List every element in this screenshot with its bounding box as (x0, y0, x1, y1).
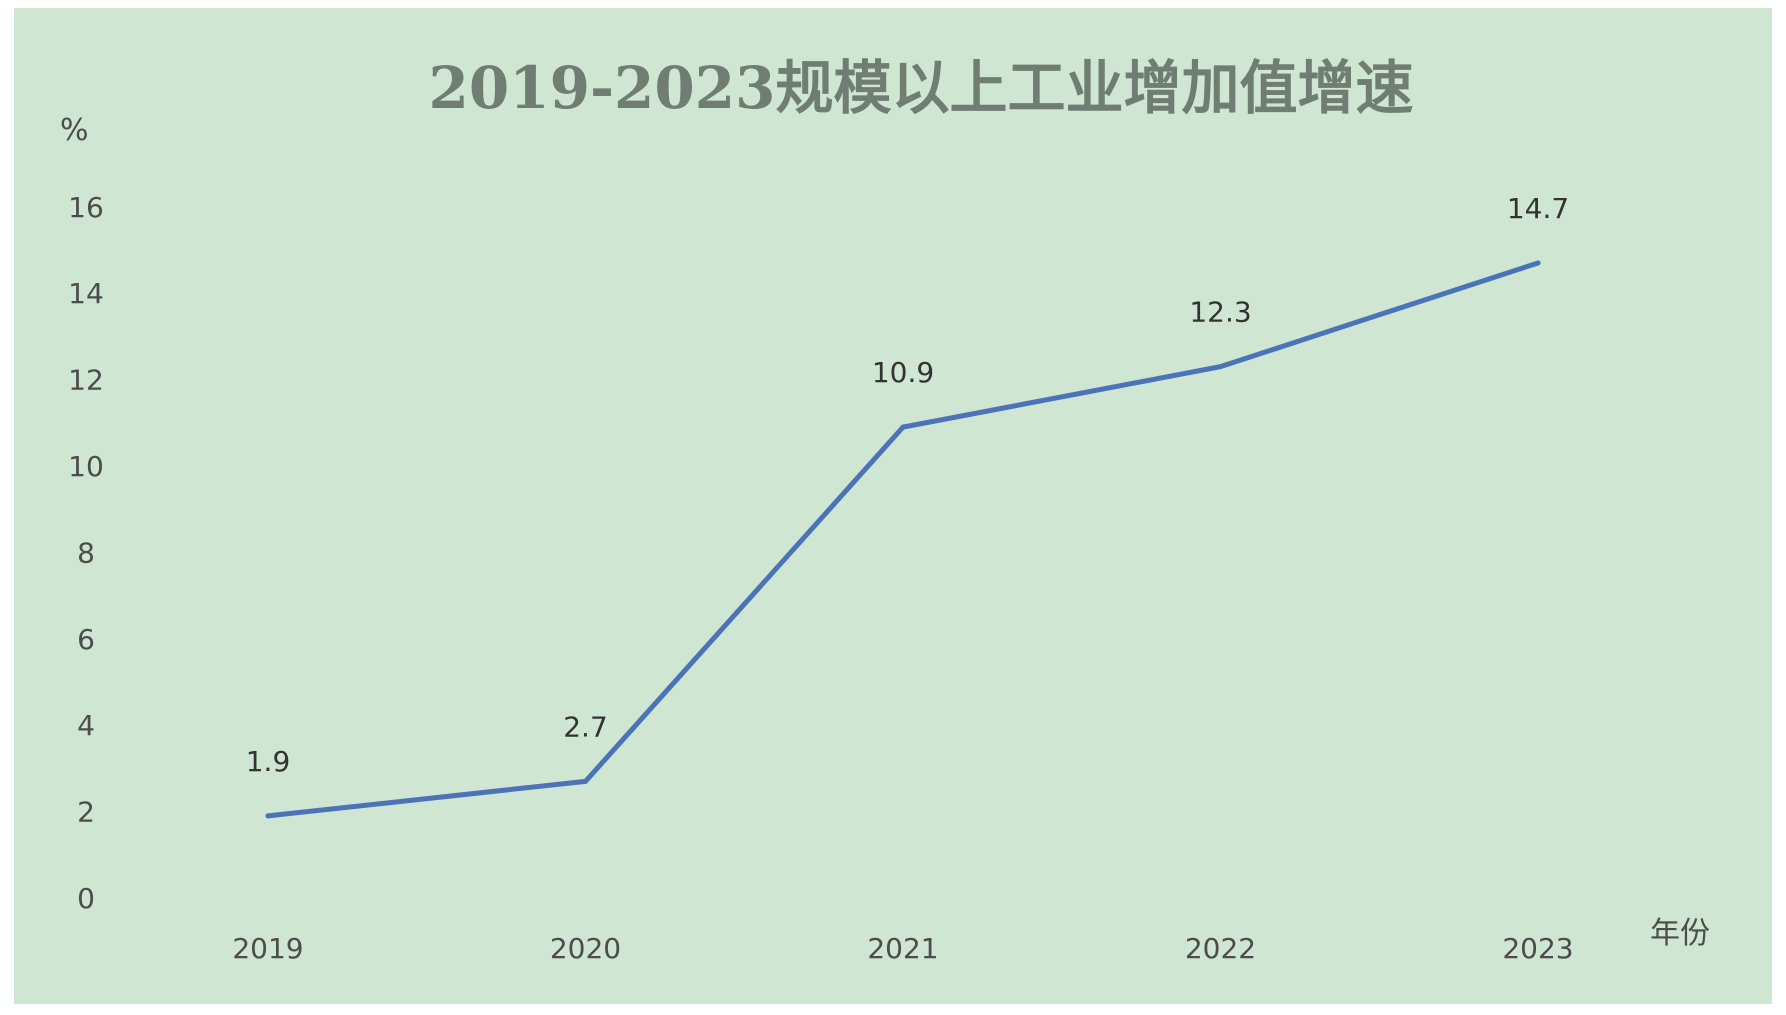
data-label: 1.9 (246, 745, 291, 778)
y-tick-label: 0 (77, 882, 95, 915)
x-axis-unit-label: 年份 (1650, 916, 1710, 951)
data-point (1218, 364, 1223, 370)
y-tick-label: 2 (77, 796, 95, 829)
series-layer (265, 260, 1541, 819)
y-tick-label: 12 (68, 364, 104, 397)
y-tick-label: 8 (77, 536, 95, 569)
series-line (265, 260, 1541, 819)
data-label: 2.7 (563, 710, 608, 743)
data-label: 12.3 (1189, 296, 1251, 329)
chart-container: 2019-2023规模以上工业增加值增速 % 年份 0 2 4 6 8 10 12 14 16 … (14, 8, 1772, 1004)
y-tick-label: 4 (77, 709, 95, 742)
y-axis-ticks: 0 2 4 6 8 10 12 14 16 (68, 191, 104, 915)
line-chart: 2019-2023规模以上工业增加值增速 % 年份 0246810121416 … (60, 54, 1710, 965)
x-tick-label: 2019 (232, 932, 303, 965)
y-tick-label: 10 (68, 450, 104, 483)
y-axis-unit-label: % (60, 113, 89, 148)
data-point (1535, 260, 1541, 266)
data-point (900, 424, 906, 430)
data-label: 10.9 (872, 356, 934, 389)
y-tick-label: 6 (77, 623, 95, 656)
x-axis-categories: 2019 2020 2021 2022 2023 (232, 932, 1573, 965)
data-labels: 1.9 2.7 10.9 12.3 14.7 (246, 192, 1569, 778)
y-tick-label: 14 (68, 277, 104, 310)
data-label: 14.7 (1507, 192, 1569, 225)
chart-title: 2019-2023规模以上工业增加值增速 (429, 54, 1414, 122)
data-point (265, 813, 271, 819)
y-tick-label: 16 (68, 191, 104, 224)
x-tick-label: 2021 (867, 932, 938, 965)
data-point (583, 778, 588, 784)
x-tick-label: 2023 (1502, 932, 1573, 965)
x-tick-label: 2022 (1185, 932, 1256, 965)
x-tick-label: 2020 (550, 932, 621, 965)
